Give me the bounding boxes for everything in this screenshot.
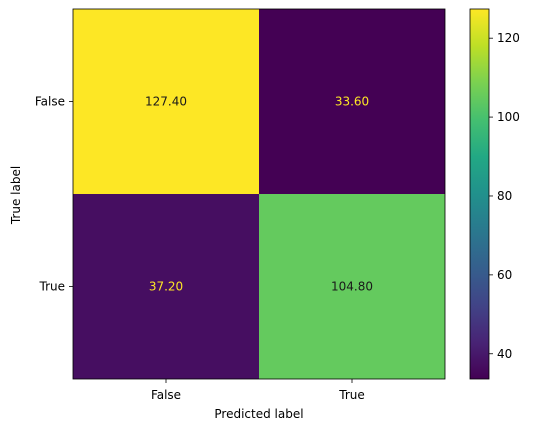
cell-value-label: 104.80	[331, 280, 373, 294]
x-axis: False True	[151, 379, 365, 402]
plot-frame	[72, 8, 446, 380]
colorbar-gradient	[470, 9, 489, 379]
colorbar-tick-label: 100	[497, 110, 520, 124]
cell-value-label: 37.20	[149, 280, 183, 294]
x-tick-label: False	[151, 388, 181, 402]
y-axis: False True	[35, 95, 73, 294]
heatmap-cell	[259, 9, 445, 194]
cell-value-label: 127.40	[145, 95, 187, 109]
x-axis-label: Predicted label	[214, 407, 303, 421]
colorbar-tick-label: 60	[497, 268, 512, 282]
heatmap-plot-area: 127.40 33.60 37.20 104.80	[72, 8, 446, 380]
x-tick-label: True	[338, 388, 365, 402]
heatmap-cell	[73, 9, 259, 194]
y-tick-label: False	[35, 95, 65, 109]
colorbar-frame	[469, 8, 490, 380]
colorbar-tick-label: 40	[497, 347, 512, 361]
y-tick-label: True	[39, 280, 66, 294]
colorbar: 40 60 80 100 120	[469, 8, 520, 380]
cell-value-label: 33.60	[335, 95, 369, 109]
heatmap-cell	[259, 194, 445, 379]
colorbar-tick-label: 80	[497, 189, 512, 203]
heatmap-cell	[73, 194, 259, 379]
colorbar-tick-label: 120	[497, 31, 520, 45]
y-axis-label: True label	[9, 166, 23, 225]
